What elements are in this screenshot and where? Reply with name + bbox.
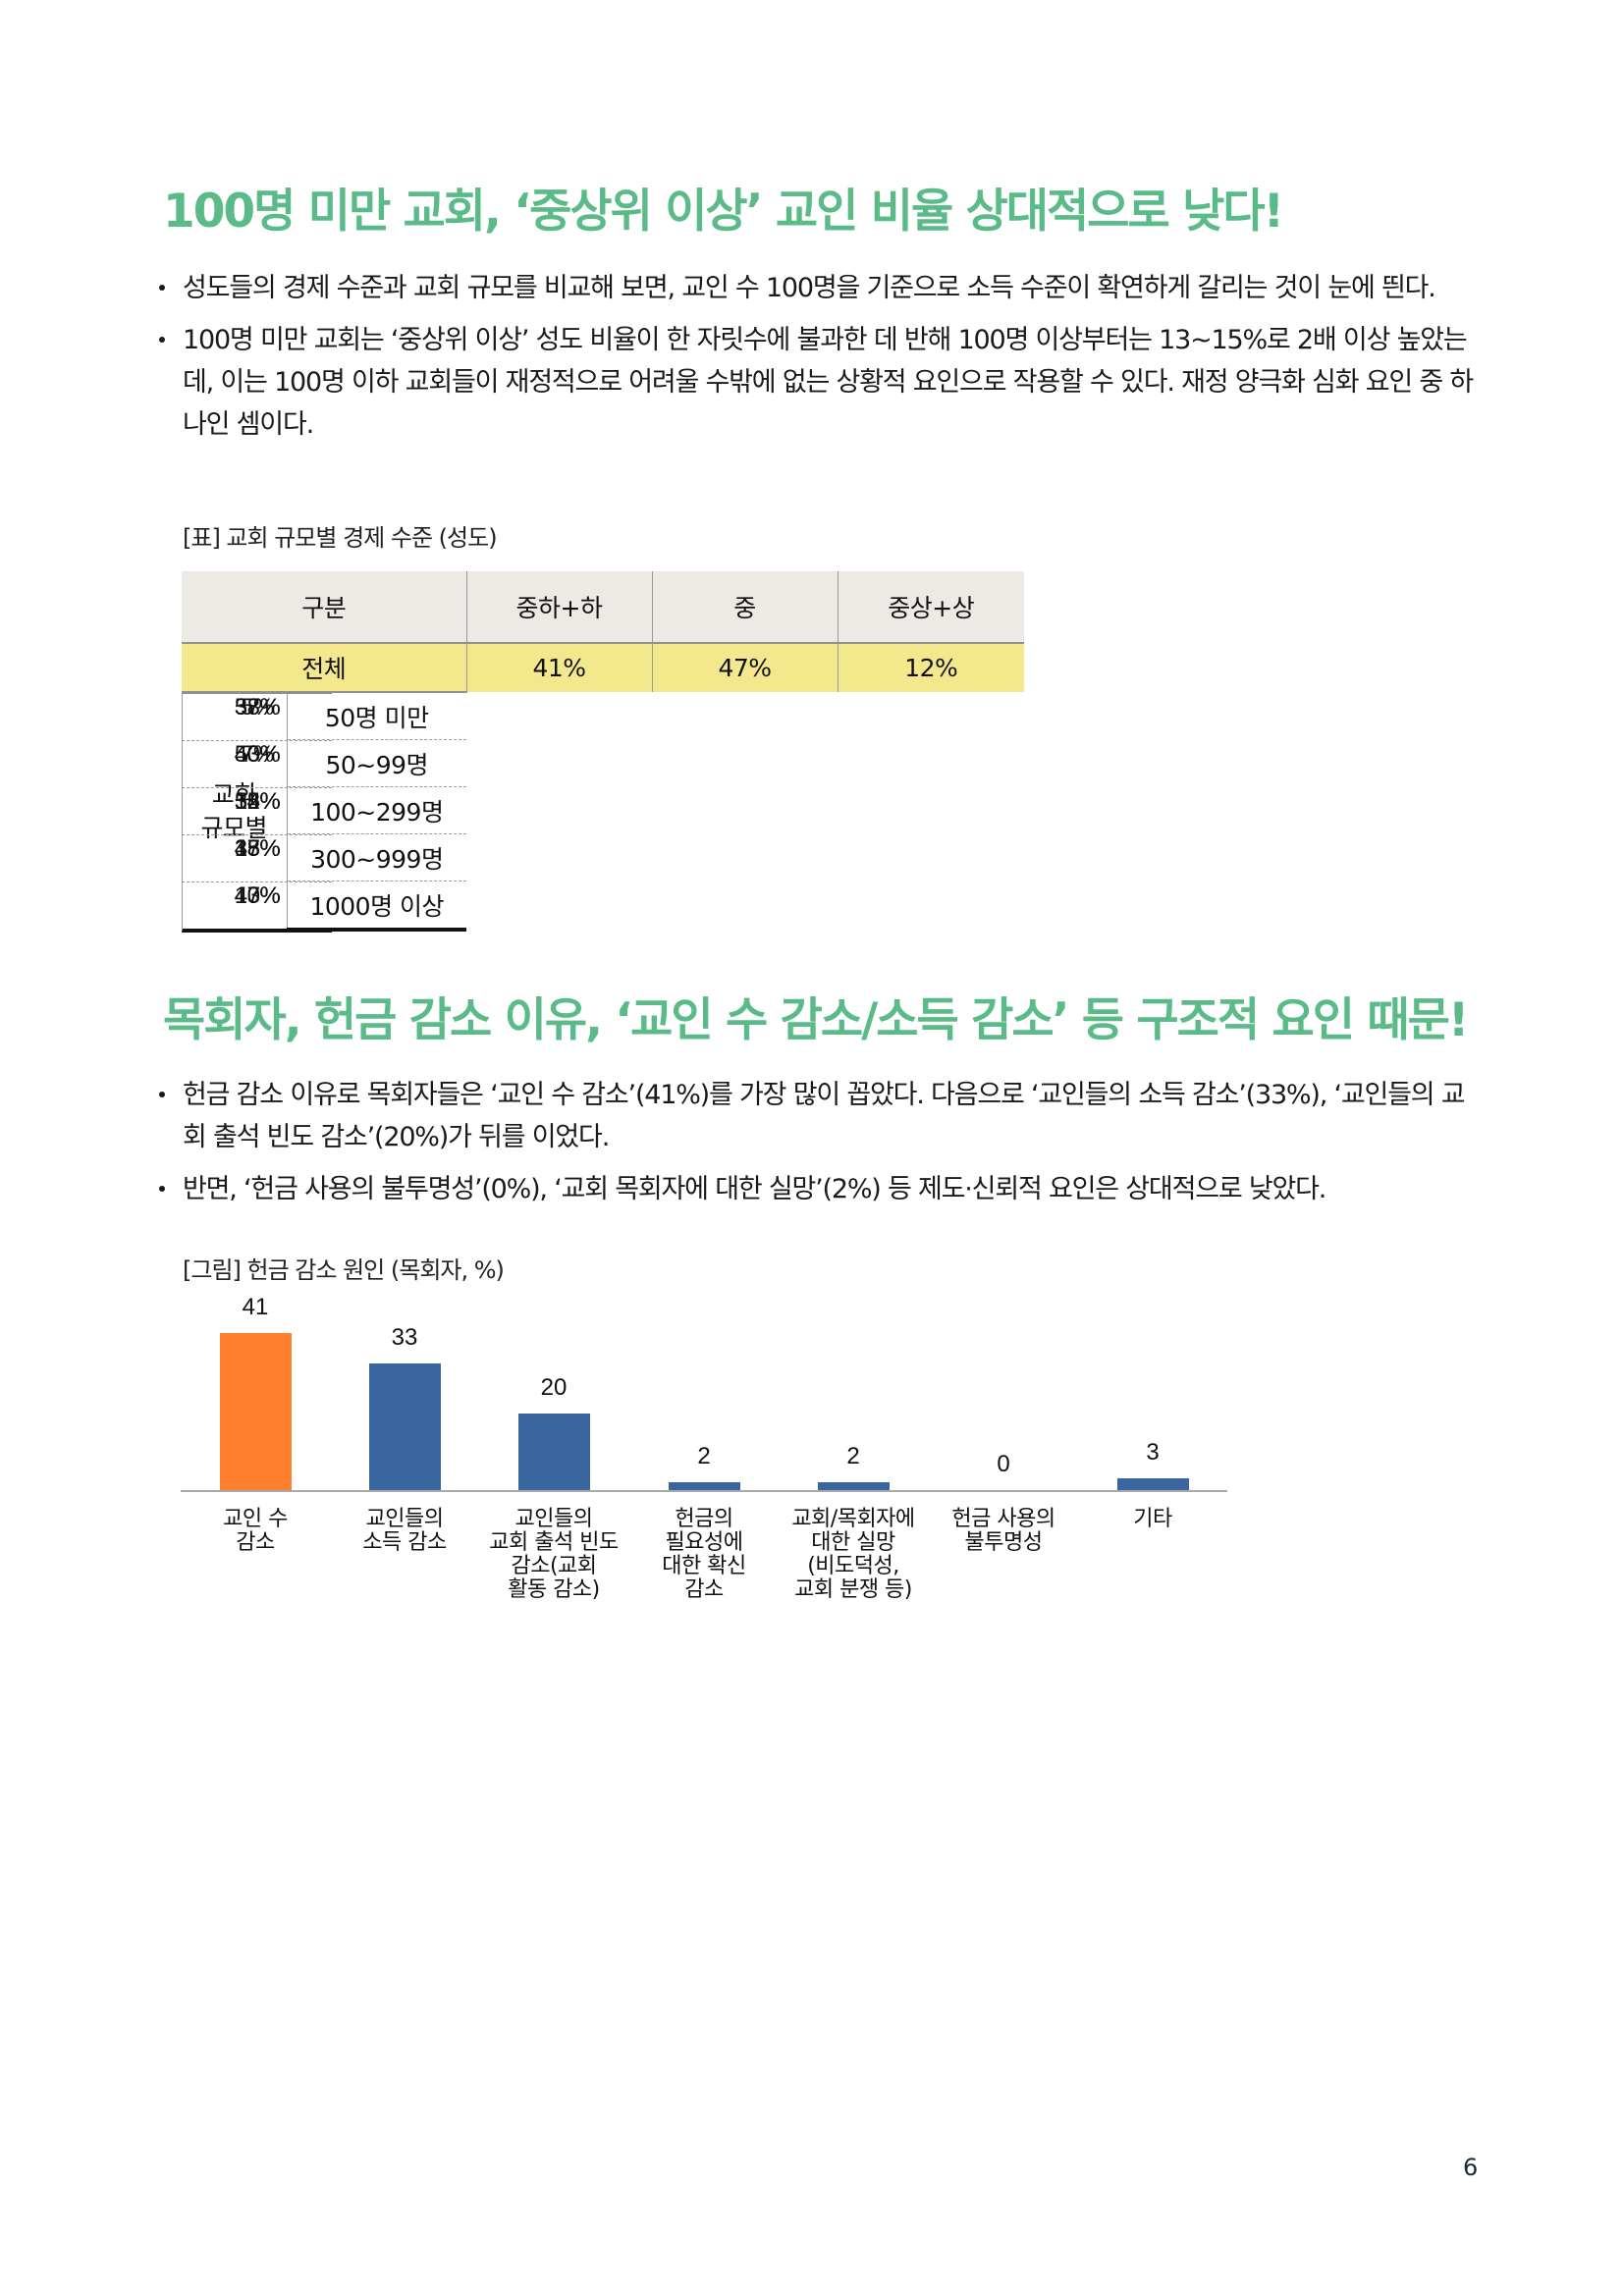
cell: 47% (651, 642, 839, 692)
group-label-line: 교회 (211, 779, 257, 809)
category-label-line: (비도덕성, (807, 1554, 899, 1578)
category-label: 교인들의 교회 출석 빈도 감소(교회 활동 감소) (469, 1508, 638, 1602)
size-label: 50명 미만 (286, 691, 467, 740)
section1-bullets: 성도들의 경제 수준과 교회 규모를 비교해 보면, 교인 수 100명을 기준… (157, 267, 1483, 455)
chart-bar (518, 1414, 590, 1490)
bullet-item: 100명 미만 교회는 ‘중상위 이상’ 성도 비율이 한 자릿수에 불과한 데… (157, 319, 1483, 446)
chart-column: 2 교회/목회자에 대한 실망 (비도덕성, 교회 분쟁 등) (779, 1276, 928, 1688)
figure-caption: [그림] 헌금 감소 원인 (목회자, %) (183, 1256, 505, 1284)
chart-column: 41 교인 수 감소 (181, 1276, 330, 1688)
category-label-line: 헌금의 (675, 1507, 733, 1531)
cell: 15% (182, 833, 332, 881)
category-label: 교인들의 소득 감소 (320, 1508, 489, 1555)
cell: 7% (182, 739, 332, 787)
category-label-line: 교인들의 (514, 1507, 593, 1531)
bullet-item: 성도들의 경제 수준과 교회 규모를 비교해 보면, 교인 수 100명을 기준… (157, 267, 1483, 309)
chart-bar (818, 1482, 890, 1490)
category-label-line: 활동 감소) (508, 1577, 600, 1602)
category-label-line: 기타 (1133, 1507, 1172, 1531)
header-high: 중상+상 (837, 571, 1025, 643)
category-label-line: 교회 출석 빈도 (489, 1530, 619, 1555)
table-row: 1000명 이상 40% 47% 13% (182, 881, 1024, 933)
cell: 5% (182, 692, 332, 740)
bar-value-label: 2 (697, 1443, 711, 1469)
bar-value-label: 41 (242, 1294, 269, 1320)
chart-column: 20 교인들의 교회 출석 빈도 감소(교회 활동 감소) (479, 1276, 628, 1688)
chart-bar (220, 1333, 292, 1490)
chart-column: 2 헌금의 필요성에 대한 확신 감소 (629, 1276, 779, 1688)
category-label-line: 필요성에 (665, 1530, 743, 1555)
category-label: 헌금 사용의 불투명성 (919, 1508, 1088, 1555)
chart-column: 3 기타 (1078, 1276, 1227, 1688)
category-label: 교회/목회자에 대한 실망 (비도덕성, 교회 분쟁 등) (769, 1508, 938, 1602)
chart-bar (1117, 1478, 1189, 1490)
donation-decline-chart: 41 교인 수 감소 33 교인들의 소득 감소 20 교인들의 교회 출석 빈도 감소(교회 활동… (181, 1276, 1227, 1688)
bar-value-label: 33 (391, 1324, 418, 1351)
size-label: 300~999명 (286, 833, 467, 881)
table-row: 100~299명 32% 54% 15% (182, 786, 1024, 834)
table-row: 50~99명 50% 43% 7% (182, 739, 1024, 787)
table-caption: [표] 교회 규모별 경제 수준 (성도) (183, 524, 498, 552)
chart-column: 33 교인들의 소득 감소 (330, 1276, 479, 1688)
category-label-line: 교회 분쟁 등) (794, 1577, 912, 1602)
group-label-line: 규모별 (200, 813, 267, 842)
size-label: 100~299명 (286, 786, 467, 834)
chart-column: 0 헌금 사용의 불투명성 (929, 1276, 1078, 1688)
group-label: 교회 규모별 (182, 691, 287, 930)
category-label-line: 불투명성 (964, 1530, 1043, 1555)
header-category: 구분 (182, 571, 467, 643)
category-label-line: 교인 수 (223, 1507, 288, 1531)
x-axis-line (181, 1490, 1227, 1492)
cell: 41% (465, 642, 653, 692)
category-label-line: 대한 실망 (811, 1530, 895, 1555)
bar-value-label: 0 (997, 1451, 1010, 1477)
category-label-line: 교인들의 (365, 1507, 444, 1531)
header-mid: 중 (651, 571, 839, 643)
table-row: 300~999명 38% 47% 15% (182, 833, 1024, 881)
cell: 13% (182, 881, 332, 933)
category-label-line: 교회/목회자에 (791, 1507, 915, 1531)
economic-level-table: 구분 중하+하 중 중상+상 전체 41% 47% 12% 교회 규모별 50명… (182, 571, 1025, 933)
header-low: 중하+하 (465, 571, 653, 643)
section2-title: 목회자, 헌금 감소 이유, ‘교인 수 감소/소득 감소’ 등 구조적 요인 … (163, 993, 1469, 1047)
chart-bar (369, 1363, 441, 1490)
category-label-line: 헌금 사용의 (951, 1507, 1055, 1531)
size-label: 50~99명 (286, 739, 467, 787)
total-label: 전체 (182, 642, 467, 692)
category-label-line: 감소 (684, 1577, 724, 1602)
category-label: 기타 (1068, 1508, 1237, 1531)
cell: 15% (182, 786, 332, 834)
bullet-item: 반면, ‘헌금 사용의 불투명성’(0%), ‘교회 목회자에 대한 실망’(2… (157, 1168, 1483, 1210)
category-label: 헌금의 필요성에 대한 확신 감소 (620, 1508, 788, 1602)
category-label-line: 소득 감소 (362, 1530, 447, 1555)
table-row: 교회 규모별 50명 미만 57% 38% 5% (182, 691, 1024, 930)
section1-title: 100명 미만 교회, ‘중상위 이상’ 교인 비율 상대적으로 낮다! (163, 185, 1284, 239)
section2-bullets: 헌금 감소 이유로 목회자들은 ‘교인 수 감소’(41%)를 가장 많이 꼽았… (157, 1074, 1483, 1220)
table-row-total: 전체 41% 47% 12% (182, 642, 1025, 692)
category-label-line: 감소(교회 (511, 1554, 597, 1578)
size-label: 1000명 이상 (286, 881, 467, 932)
bar-value-label: 2 (846, 1443, 860, 1469)
page-number: 6 (1463, 2154, 1479, 2181)
category-label: 교인 수 감소 (171, 1508, 340, 1555)
bar-value-label: 20 (540, 1374, 568, 1401)
chart-bar (669, 1482, 740, 1490)
cell: 12% (837, 642, 1025, 692)
bar-value-label: 3 (1146, 1439, 1160, 1466)
bullet-item: 헌금 감소 이유로 목회자들은 ‘교인 수 감소’(41%)를 가장 많이 꼽았… (157, 1074, 1483, 1158)
category-label-line: 대한 확신 (662, 1554, 746, 1578)
category-label-line: 감소 (236, 1530, 275, 1555)
